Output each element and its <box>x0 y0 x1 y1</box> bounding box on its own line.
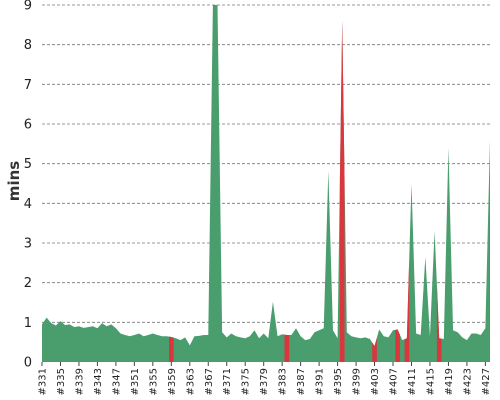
x-tick-label: #359 <box>167 368 178 395</box>
x-tick-label: #351 <box>130 368 141 395</box>
x-tick-label: #403 <box>370 368 381 395</box>
alert-segment <box>372 337 377 362</box>
y-tick-label: 6 <box>24 118 32 133</box>
x-tick-label: #371 <box>222 368 233 395</box>
x-tick-label: #399 <box>352 368 363 395</box>
x-tick-label: #343 <box>93 368 104 395</box>
y-tick-label: 9 <box>24 0 32 14</box>
x-tick-label: #419 <box>444 368 455 395</box>
y-axis-title: mins <box>5 161 23 201</box>
area-layer <box>42 5 490 363</box>
alert-segment <box>395 329 400 362</box>
alert-segment <box>436 284 442 362</box>
x-tick-label: #383 <box>278 368 289 395</box>
x-tick-label: #407 <box>389 368 400 395</box>
x-tick-label: #395 <box>333 368 344 395</box>
x-tick-label: #331 <box>38 368 49 395</box>
x-tick-label: #367 <box>204 368 215 395</box>
x-tick-label: #363 <box>185 368 196 395</box>
alert-segment <box>404 260 410 362</box>
alert-segment <box>169 336 174 362</box>
grid-layer <box>42 4 490 323</box>
x-tick-label: #379 <box>259 368 270 395</box>
x-tick-label: #355 <box>148 368 159 395</box>
x-tick-label: #427 <box>481 368 492 395</box>
y-tick-label: 0 <box>24 356 32 371</box>
x-tick-label: #335 <box>56 368 67 395</box>
x-tick-label: #387 <box>296 368 307 395</box>
area-series <box>42 5 490 362</box>
x-tick-label: #375 <box>241 368 252 395</box>
y-tick-label: 7 <box>24 78 32 93</box>
x-tick-label: #391 <box>315 368 326 395</box>
x-tick-label: #411 <box>407 368 418 395</box>
y-tick-label: 5 <box>24 157 32 172</box>
x-tick-label: #423 <box>462 368 473 395</box>
y-tick-label: 3 <box>24 237 32 252</box>
y-tick-label: 8 <box>24 38 32 53</box>
x-tick-label: #339 <box>74 368 85 395</box>
alert-segment <box>339 20 345 363</box>
y-tick-label: 2 <box>24 276 32 291</box>
y-tick-label: 4 <box>24 197 32 212</box>
y-tick-label: 1 <box>24 316 32 331</box>
x-tick-label: #347 <box>111 368 122 395</box>
alert-segment <box>284 334 290 362</box>
y-axis: 0 1 2 3 4 5 6 7 8 9 <box>24 0 32 371</box>
x-tick-label: #415 <box>425 368 436 395</box>
x-axis: #331 #335 #339 #343 #347 #351 #355 #359 #363 #367… <box>38 362 492 395</box>
